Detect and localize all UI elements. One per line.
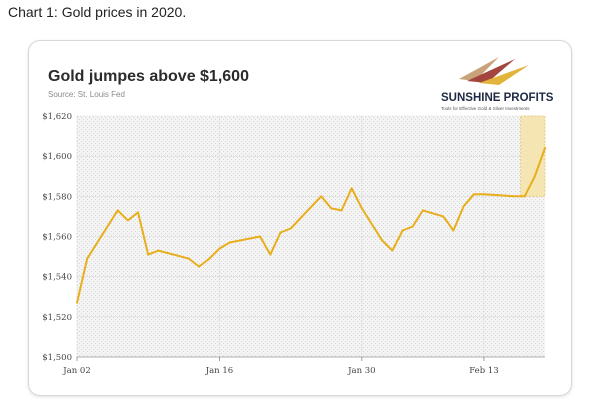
- y-tick-label: $1,560: [42, 233, 72, 243]
- logo-ray-icon: [479, 65, 529, 85]
- data-point: [401, 229, 404, 232]
- chart-title: Gold jumpes above $1,600: [48, 68, 249, 85]
- x-tick-label: Jan 30: [347, 366, 375, 376]
- data-point: [544, 147, 546, 150]
- sunshine-profits-logo: SUNSHINE PROFITS Tools for Effective Gol…: [441, 57, 554, 111]
- chart-caption: Chart 1: Gold prices in 2020.: [8, 4, 187, 20]
- data-point: [269, 253, 272, 256]
- data-point: [472, 193, 475, 196]
- data-point: [279, 231, 282, 234]
- data-point: [513, 195, 516, 198]
- data-point: [289, 227, 292, 230]
- data-point: [218, 247, 221, 250]
- data-point: [198, 265, 200, 268]
- data-point: [350, 187, 353, 190]
- gold-price-chart: Gold jumpes above $1,600 Source: St. Lou…: [42, 57, 554, 376]
- data-point: [147, 253, 150, 256]
- data-point: [422, 209, 424, 212]
- chart-card: Gold jumpes above $1,600 Source: St. Lou…: [28, 40, 572, 396]
- x-tick-label: Feb 13: [469, 366, 498, 376]
- y-tick-label: $1,500: [42, 353, 72, 363]
- y-tick-label: $1,520: [42, 313, 72, 323]
- data-point: [208, 257, 211, 260]
- logo-name: SUNSHINE PROFITS: [441, 92, 554, 104]
- logo-ray-icon: [459, 57, 499, 81]
- x-tick-label: Jan 02: [62, 366, 90, 376]
- y-tick-label: $1,540: [42, 273, 72, 283]
- data-point: [340, 209, 343, 212]
- data-point: [442, 215, 445, 218]
- data-points: [76, 147, 546, 304]
- data-point: [76, 301, 78, 304]
- highlight-box: [520, 115, 546, 197]
- y-tick-label: $1,600: [42, 152, 72, 162]
- series-layer: [76, 147, 546, 304]
- data-point: [462, 205, 465, 208]
- data-point: [360, 207, 363, 210]
- highlight-region: [520, 115, 546, 197]
- logo-tagline: Tools for Effective Gold & Silver Invest…: [441, 106, 530, 111]
- data-point: [523, 195, 526, 198]
- data-point: [157, 249, 160, 252]
- data-point: [330, 207, 333, 210]
- data-point: [126, 219, 129, 222]
- data-point: [320, 195, 323, 198]
- data-point: [533, 175, 536, 178]
- y-tick-label: $1,620: [42, 112, 72, 122]
- data-point: [259, 235, 262, 238]
- grid-lines: [76, 115, 545, 358]
- data-point: [391, 249, 394, 252]
- x-axis-ticks: Jan 02 Jan 16 Jan 30 Feb 13: [62, 357, 499, 376]
- data-point: [86, 257, 89, 260]
- data-point: [137, 211, 139, 214]
- data-point: [381, 239, 384, 242]
- data-point: [483, 193, 485, 196]
- data-point: [452, 229, 455, 232]
- data-point: [116, 209, 119, 212]
- data-point: [188, 257, 190, 260]
- logo-ray-icon: [467, 59, 515, 83]
- chart-source: Source: St. Louis Fed: [48, 90, 125, 99]
- x-tick-label: Jan 16: [205, 366, 233, 376]
- y-axis-ticks: $1,620 $1,600 $1,580 $1,560 $1,540 $1,520 $1,5…: [42, 112, 72, 363]
- data-point: [228, 241, 231, 244]
- data-point: [411, 225, 414, 228]
- y-tick-label: $1,580: [42, 192, 72, 202]
